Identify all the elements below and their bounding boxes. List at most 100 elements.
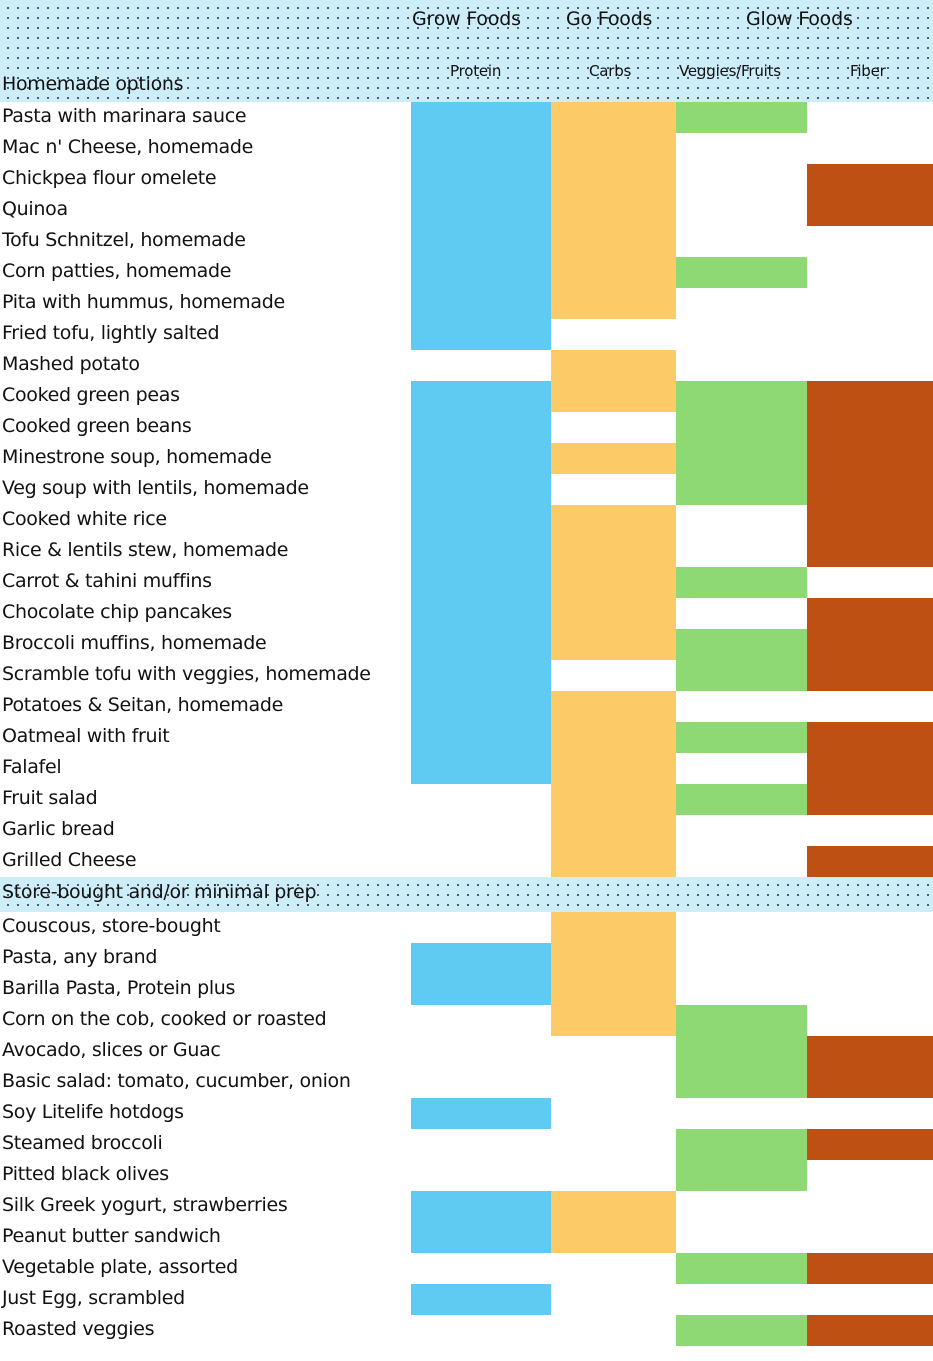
food-row-label: Corn on the cob, cooked or roasted bbox=[2, 1008, 327, 1030]
food-row-label: Cooked green peas bbox=[2, 384, 180, 406]
cell-fiber bbox=[807, 1129, 933, 1160]
cell-carbs bbox=[551, 784, 676, 815]
cell-veggies-fruits bbox=[676, 1315, 807, 1346]
cell-carbs bbox=[551, 350, 676, 381]
section-header-store-bought: Store-bought and/or minimal prep bbox=[0, 877, 933, 912]
cell-fiber bbox=[807, 784, 933, 815]
cell-veggies-fruits bbox=[676, 474, 807, 505]
cell-carbs bbox=[551, 753, 676, 784]
cell-protein bbox=[411, 381, 551, 412]
food-row-label: Silk Greek yogurt, strawberries bbox=[2, 1194, 288, 1216]
food-row-label: Mac n' Cheese, homemade bbox=[2, 136, 254, 158]
cell-protein bbox=[411, 660, 551, 691]
cell-carbs bbox=[551, 629, 676, 660]
cell-veggies-fruits bbox=[676, 1067, 807, 1098]
cell-veggies-fruits bbox=[676, 257, 807, 288]
cell-fiber bbox=[807, 1253, 933, 1284]
food-row-label: Garlic bread bbox=[2, 818, 115, 840]
food-row-label: Roasted veggies bbox=[2, 1318, 155, 1340]
cell-carbs bbox=[551, 1222, 676, 1253]
food-row-label: Couscous, store-bought bbox=[2, 915, 221, 937]
food-row-label: Rice & lentils stew, homemade bbox=[2, 539, 289, 561]
cell-carbs bbox=[551, 1005, 676, 1036]
cell-carbs bbox=[551, 598, 676, 629]
column-header-fiber: Fiber bbox=[850, 62, 886, 80]
cell-fiber bbox=[807, 660, 933, 691]
cell-protein bbox=[411, 474, 551, 505]
group-title-go-foods: Go Foods bbox=[566, 8, 653, 30]
food-row-label: Soy Litelife hotdogs bbox=[2, 1101, 184, 1123]
food-row-label: Carrot & tahini muffins bbox=[2, 570, 212, 592]
food-row-label: Cooked green beans bbox=[2, 415, 192, 437]
section-title-store-bought: Store-bought and/or minimal prep bbox=[2, 881, 317, 903]
cell-protein bbox=[411, 598, 551, 629]
food-row-label: Basic salad: tomato, cucumber, onion bbox=[2, 1070, 351, 1092]
cell-veggies-fruits bbox=[676, 412, 807, 443]
cell-protein bbox=[411, 164, 551, 195]
cell-protein bbox=[411, 629, 551, 660]
cell-carbs bbox=[551, 1191, 676, 1222]
cell-protein bbox=[411, 195, 551, 226]
cell-protein bbox=[411, 102, 551, 133]
food-row-label: Pasta, any brand bbox=[2, 946, 158, 968]
cell-carbs bbox=[551, 846, 676, 877]
cell-protein bbox=[411, 567, 551, 598]
cell-carbs bbox=[551, 536, 676, 567]
food-row-label: Avocado, slices or Guac bbox=[2, 1039, 221, 1061]
cell-protein bbox=[411, 257, 551, 288]
cell-protein bbox=[411, 753, 551, 784]
cell-carbs bbox=[551, 815, 676, 846]
cell-veggies-fruits bbox=[676, 567, 807, 598]
food-row-label: Cooked white rice bbox=[2, 508, 167, 530]
section-title-homemade: Homemade options bbox=[2, 73, 184, 95]
cell-fiber bbox=[807, 505, 933, 536]
cell-carbs bbox=[551, 226, 676, 257]
cell-carbs bbox=[551, 722, 676, 753]
column-header-carbs: Carbs bbox=[589, 62, 632, 80]
food-row-label: Chocolate chip pancakes bbox=[2, 601, 232, 623]
food-row-label: Quinoa bbox=[2, 198, 68, 220]
cell-fiber bbox=[807, 598, 933, 629]
cell-carbs bbox=[551, 943, 676, 974]
cell-protein bbox=[411, 536, 551, 567]
cell-protein bbox=[411, 1098, 551, 1129]
cell-fiber bbox=[807, 164, 933, 195]
group-title-grow-foods: Grow Foods bbox=[412, 8, 521, 30]
food-row-label: Vegetable plate, assorted bbox=[2, 1256, 238, 1278]
food-row-label: Pitted black olives bbox=[2, 1163, 169, 1185]
food-row-label: Steamed broccoli bbox=[2, 1132, 163, 1154]
table-header: Grow Foods Go Foods Glow Foods Protein C… bbox=[0, 0, 933, 102]
column-header-veggies-fruits: Veggies/Fruits bbox=[679, 62, 781, 80]
food-row-label: Minestrone soup, homemade bbox=[2, 446, 272, 468]
cell-fiber bbox=[807, 753, 933, 784]
cell-carbs bbox=[551, 133, 676, 164]
column-header-protein: Protein bbox=[450, 62, 502, 80]
cell-carbs bbox=[551, 567, 676, 598]
cell-fiber bbox=[807, 474, 933, 505]
cell-fiber bbox=[807, 629, 933, 660]
cell-protein bbox=[411, 288, 551, 319]
food-row-label: Tofu Schnitzel, homemade bbox=[2, 229, 246, 251]
cell-protein bbox=[411, 412, 551, 443]
food-row-label: Veg soup with lentils, homemade bbox=[2, 477, 309, 499]
cell-fiber bbox=[807, 536, 933, 567]
cell-protein bbox=[411, 505, 551, 536]
cell-carbs bbox=[551, 195, 676, 226]
cell-carbs bbox=[551, 505, 676, 536]
food-row-label: Corn patties, homemade bbox=[2, 260, 232, 282]
cell-fiber bbox=[807, 412, 933, 443]
food-row-label: Oatmeal with fruit bbox=[2, 725, 170, 747]
cell-fiber bbox=[807, 846, 933, 877]
cell-protein bbox=[411, 133, 551, 164]
food-row-label: Falafel bbox=[2, 756, 62, 778]
food-row-label: Peanut butter sandwich bbox=[2, 1225, 221, 1247]
cell-carbs bbox=[551, 102, 676, 133]
food-row-label: Barilla Pasta, Protein plus bbox=[2, 977, 236, 999]
cell-carbs bbox=[551, 288, 676, 319]
food-row-label: Broccoli muffins, homemade bbox=[2, 632, 267, 654]
cell-protein bbox=[411, 1284, 551, 1315]
cell-fiber bbox=[807, 381, 933, 412]
cell-carbs bbox=[551, 164, 676, 195]
